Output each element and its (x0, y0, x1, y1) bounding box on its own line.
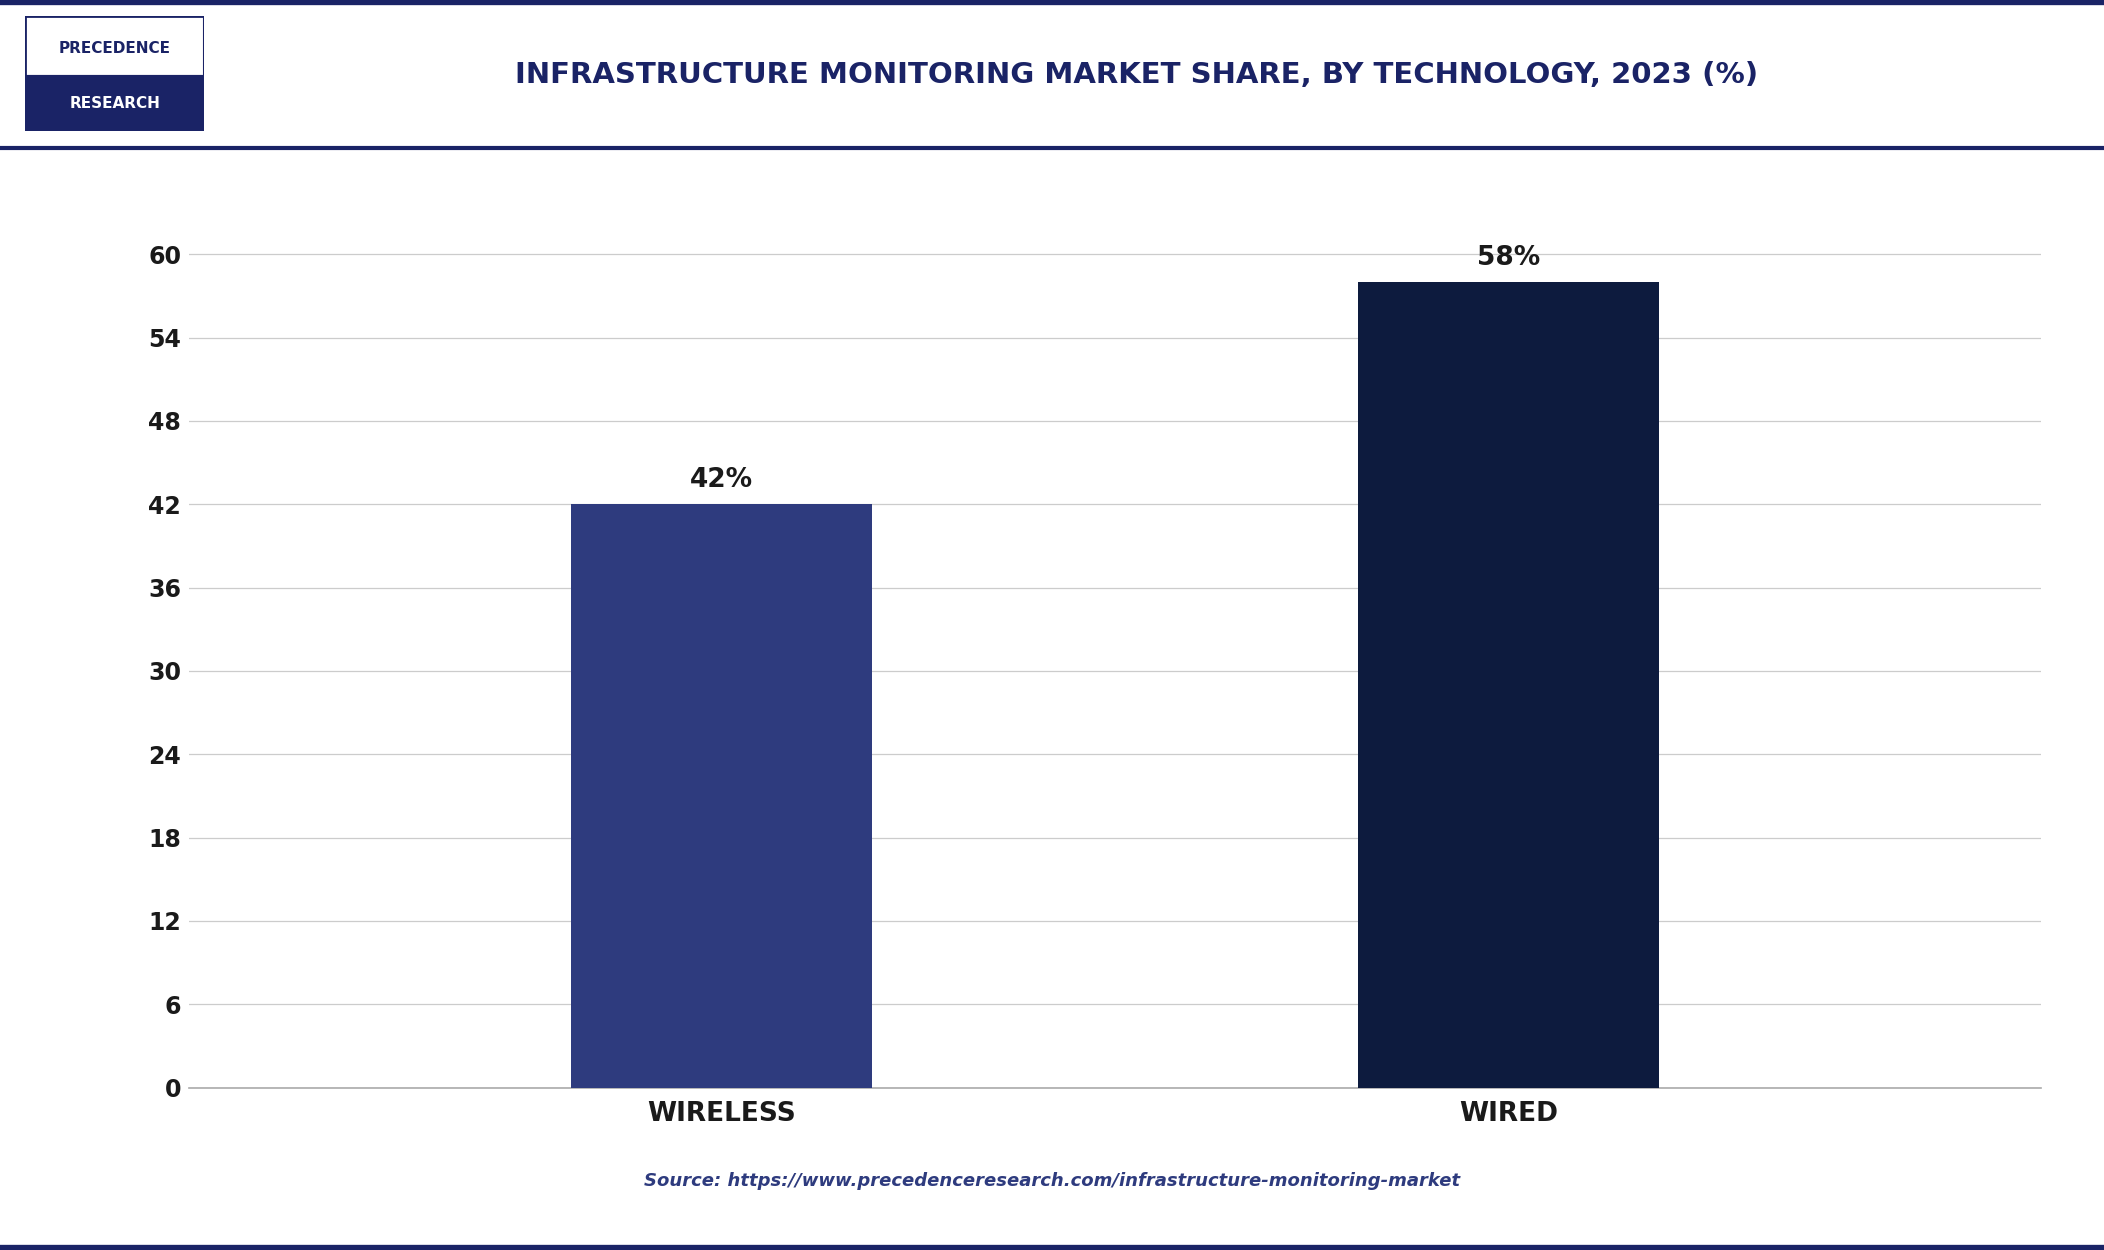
Bar (572, 504, 871, 1088)
Text: RESEARCH: RESEARCH (69, 96, 160, 111)
Bar (1359, 282, 1660, 1088)
Text: Source: https://www.precedenceresearch.com/infrastructure-monitoring-market: Source: https://www.precedenceresearch.c… (644, 1172, 1460, 1190)
FancyBboxPatch shape (25, 16, 204, 76)
Text: 58%: 58% (1477, 245, 1540, 271)
Text: INFRASTRUCTURE MONITORING MARKET SHARE, BY TECHNOLOGY, 2023 (%): INFRASTRUCTURE MONITORING MARKET SHARE, … (515, 61, 1757, 89)
Text: PRECEDENCE: PRECEDENCE (59, 41, 170, 56)
Text: 42%: 42% (690, 468, 753, 492)
FancyBboxPatch shape (25, 76, 204, 131)
